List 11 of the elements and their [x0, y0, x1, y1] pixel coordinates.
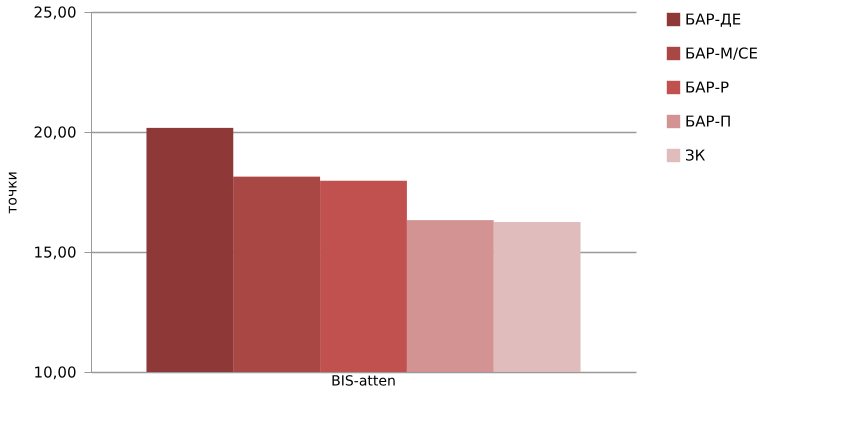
y-tick-label: 10,00: [34, 364, 76, 382]
legend-label: БАР-М/СЕ: [685, 44, 758, 62]
x-tick-label: BIS-atten: [331, 374, 396, 390]
legend-label: БАР-П: [685, 112, 732, 130]
legend-label: ЗК: [685, 146, 706, 164]
legend-label: БАР-ДЕ: [685, 10, 742, 28]
y-tick-label: 15,00: [34, 244, 76, 262]
legend-label: БАР-Р: [685, 78, 730, 96]
y-axis-title: точки: [4, 171, 21, 214]
y-tick-label: 20,00: [34, 124, 76, 142]
y-tick-label: 25,00: [34, 4, 76, 22]
